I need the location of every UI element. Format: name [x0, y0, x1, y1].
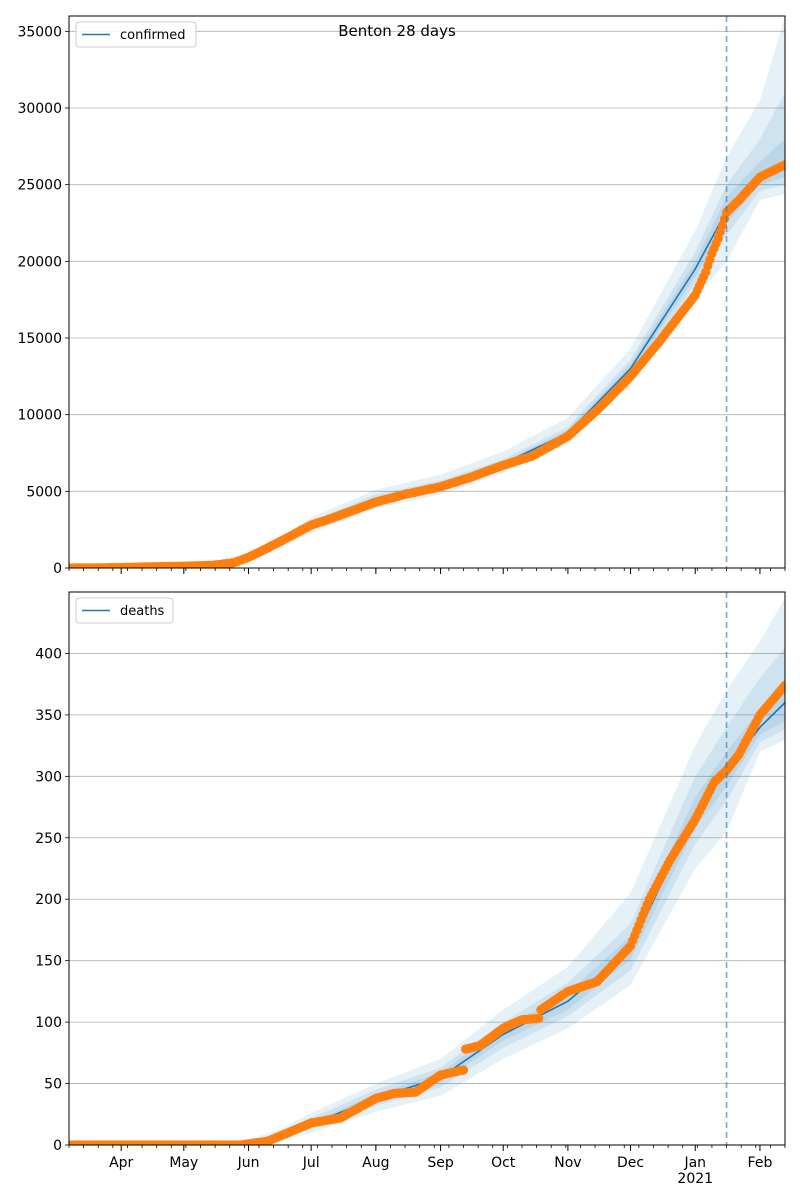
panels: 0 5000 10000 15000 20000 25000 30000 35000 confi…: [17, 15, 786, 1187]
x-tick-label-feb: Feb: [748, 1155, 773, 1171]
legend-label: confirmed: [120, 28, 186, 43]
y-tick-label: 15000: [17, 331, 62, 347]
plot-area: [69, 598, 785, 1145]
legend: confirmed: [75, 21, 197, 48]
y-tick-label: 0: [53, 1138, 62, 1154]
uncertainty-band-1: [240, 598, 785, 1145]
y-tick-label: 25000: [17, 178, 62, 194]
x-tick-label-jul: Jul: [302, 1155, 320, 1171]
x-tick-label-sep: Sep: [427, 1155, 454, 1171]
observed-point: [780, 680, 785, 690]
y-tick-label: 300: [35, 769, 62, 785]
y-tick-label: 20000: [17, 254, 62, 270]
y-tick-label: 0: [53, 561, 62, 577]
legend-label: deaths: [120, 604, 165, 619]
x-tick-label-oct: Oct: [491, 1155, 516, 1171]
y-tick-label: 30000: [17, 101, 62, 117]
figure-title: Benton 28 days: [338, 22, 456, 40]
axes-frame: [68, 591, 786, 1146]
x-tick-label-aug: Aug: [362, 1155, 389, 1171]
x-tick-label-apr: Apr: [109, 1155, 133, 1171]
x-tick-label-nov: Nov: [554, 1155, 581, 1171]
y-tick-label: 10000: [17, 408, 62, 424]
observed-point: [458, 1065, 469, 1075]
y-tick-label: 5000: [26, 484, 62, 500]
panel-confirmed: 0 5000 10000 15000 20000 25000 30000 35000 confi…: [17, 15, 786, 577]
observed-point: [780, 160, 785, 170]
y-tick-label: 35000: [17, 24, 62, 40]
x-tick-label-jun: Jun: [237, 1155, 260, 1171]
legend: deaths: [75, 597, 174, 624]
y-tick-label: 350: [35, 708, 62, 724]
x-tick-label-dec: Dec: [617, 1155, 644, 1171]
x-tick-label-jan: Jan: [683, 1155, 706, 1171]
y-tick-label: 50: [44, 1077, 62, 1093]
legend-box: [75, 21, 197, 48]
uncertainty-band-1: [213, 16, 785, 567]
y-tick-label: 400: [35, 646, 62, 662]
plot-area: [69, 16, 785, 568]
legend-box: [75, 597, 174, 624]
y-tick-label: 200: [35, 892, 62, 908]
x-tick-label-may: May: [169, 1155, 198, 1171]
y-tick-label: 250: [35, 831, 62, 847]
y-tick-label: 150: [35, 954, 62, 970]
axes-frame: [68, 15, 786, 569]
x-year-label: 2021: [677, 1171, 713, 1187]
y-tick-label: 100: [35, 1015, 62, 1031]
observed-point: [534, 1013, 544, 1024]
panel-deaths: 0 50 100 150 200 250 300 350 400 deaths Apr May Jun J…: [35, 591, 786, 1187]
